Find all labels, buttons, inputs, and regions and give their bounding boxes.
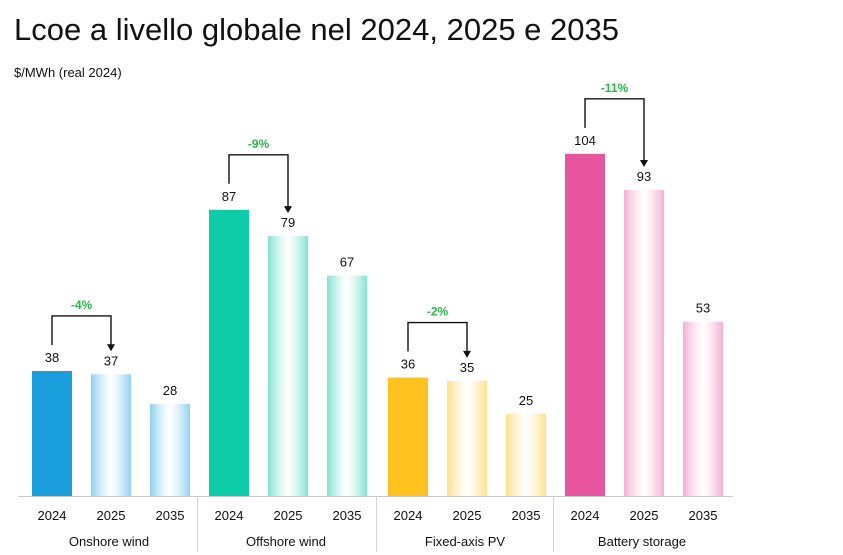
x-tick-label: 2024 — [394, 508, 423, 523]
change-bracket — [51, 315, 112, 348]
group-label: Battery storage — [598, 534, 686, 549]
change-arrowhead — [463, 350, 471, 358]
bar-battery-storage-2024 — [565, 153, 605, 496]
x-tick-label: 2035 — [512, 508, 541, 523]
x-tick-label: 2025 — [453, 508, 482, 523]
group-label: Onshore wind — [69, 534, 149, 549]
bar-fixed-axis-pv-2025 — [447, 380, 487, 496]
data-label: 87 — [222, 189, 236, 204]
group-label: Offshore wind — [246, 534, 326, 549]
x-tick-label: 2024 — [215, 508, 244, 523]
data-label: 38 — [45, 350, 59, 365]
data-label: 25 — [519, 393, 533, 408]
change-arrowhead — [107, 344, 115, 352]
bar-onshore-wind-2035 — [150, 403, 190, 496]
data-label: 104 — [574, 133, 596, 148]
data-label: 79 — [281, 215, 295, 230]
data-label: 36 — [401, 357, 415, 372]
bar-offshore-wind-2024 — [209, 209, 249, 496]
x-tick-label: 2024 — [38, 508, 67, 523]
data-label: 37 — [104, 353, 118, 368]
data-label: 93 — [637, 169, 651, 184]
group-label: Fixed-axis PV — [425, 534, 506, 549]
x-tick-label: 2024 — [571, 508, 600, 523]
change-bracket — [584, 98, 645, 164]
change-label: -11% — [601, 81, 629, 95]
bar-offshore-wind-2025 — [268, 236, 308, 496]
bar-onshore-wind-2025 — [91, 374, 131, 496]
change-arrowhead — [284, 206, 292, 214]
data-label: 28 — [163, 383, 177, 398]
bar-battery-storage-2025 — [624, 190, 664, 496]
change-label: -2% — [427, 305, 449, 319]
x-tick-label: 2035 — [156, 508, 185, 523]
data-label: 53 — [696, 301, 710, 316]
x-tick-label: 2025 — [274, 508, 303, 523]
data-label: 67 — [340, 255, 354, 270]
x-tick-label: 2025 — [97, 508, 126, 523]
x-tick-label: 2025 — [630, 508, 659, 523]
bar-battery-storage-2035 — [683, 321, 723, 496]
change-label: -9% — [248, 137, 270, 151]
bar-onshore-wind-2024 — [32, 370, 72, 496]
x-tick-label: 2035 — [689, 508, 718, 523]
bar-fixed-axis-pv-2024 — [388, 377, 428, 496]
bar-fixed-axis-pv-2035 — [506, 413, 546, 496]
change-bracket — [407, 321, 468, 354]
chart-title: Lcoe a livello globale nel 2024, 2025 e … — [14, 12, 619, 47]
unit-label: $/MWh (real 2024) — [14, 65, 122, 80]
change-bracket — [228, 154, 289, 210]
data-label: 35 — [460, 360, 474, 375]
change-label: -4% — [71, 298, 93, 312]
x-tick-label: 2035 — [333, 508, 362, 523]
change-arrowhead — [640, 160, 648, 168]
bar-offshore-wind-2035 — [327, 275, 367, 496]
